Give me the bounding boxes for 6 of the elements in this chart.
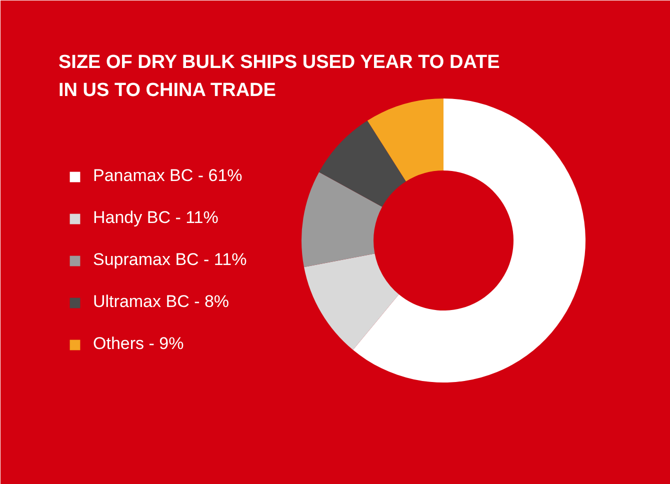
legend-label: Ultramax BC - 8% xyxy=(93,292,230,312)
legend-label: Handy BC - 11% xyxy=(93,208,218,228)
legend-label: Supramax BC - 11% xyxy=(93,250,247,270)
chart-title: SIZE OF DRY BULK SHIPS USED YEAR TO DATE IN US TO CHINA TRADE xyxy=(58,52,500,101)
legend-label: Panamax BC - 61% xyxy=(93,166,242,186)
legend-label: Others - 9% xyxy=(93,334,184,354)
